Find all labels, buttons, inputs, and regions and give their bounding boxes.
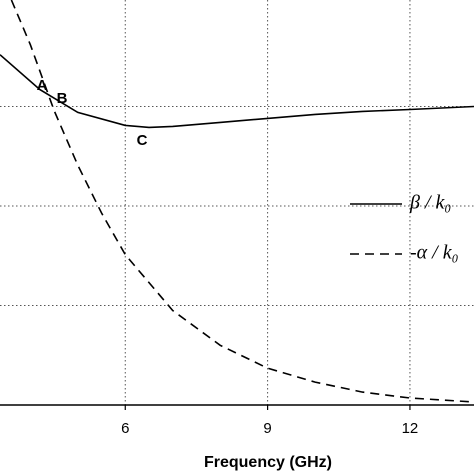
line-series xyxy=(10,0,474,403)
annotation: C xyxy=(137,132,148,149)
legend-label: -α / k₀ xyxy=(410,242,459,264)
x-tick-label: 6 xyxy=(121,420,129,437)
line-series xyxy=(0,54,474,129)
annotation: A xyxy=(37,77,48,94)
x-tick-label: 12 xyxy=(402,420,419,437)
annotation: B xyxy=(57,90,68,107)
plot: 6 9 12 β / k₀ -α / k₀ xyxy=(0,0,474,437)
x-axis-label: Frequency (GHz) xyxy=(204,454,332,471)
x-tick-label: 9 xyxy=(263,420,271,437)
legend-label: β / k₀ xyxy=(409,192,451,214)
